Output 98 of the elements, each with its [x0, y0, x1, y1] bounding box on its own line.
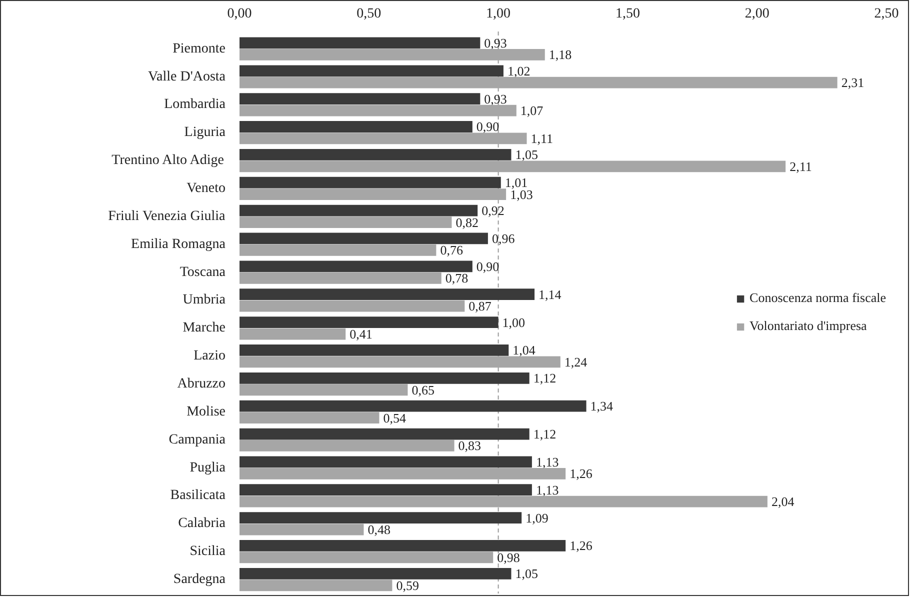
x-tick-label: 0,50	[356, 6, 382, 22]
data-label: 1,04	[512, 342, 536, 358]
data-label: 0,78	[445, 270, 468, 286]
x-tick-label: 0,00	[227, 6, 252, 22]
y-tick-label: Sardegna	[173, 572, 226, 588]
bar	[240, 232, 488, 244]
data-label: 1,13	[536, 482, 559, 498]
data-label: 0,92	[482, 203, 504, 218]
bar	[240, 580, 392, 592]
legend-label: Conoscenza norma fiscale	[750, 290, 886, 306]
data-label: 1,26	[570, 538, 593, 554]
data-label: 0,87	[468, 298, 492, 314]
data-label: 0,48	[368, 522, 390, 538]
bar	[240, 524, 364, 536]
bar	[240, 540, 566, 552]
y-tick-label: Basilicata	[170, 488, 226, 504]
data-label: 0,93	[484, 91, 507, 106]
x-tick-label: 1,50	[615, 6, 640, 22]
y-tick-label: Friuli Venezia Giulia	[108, 208, 226, 224]
data-label: 1,13	[536, 454, 559, 470]
data-label: 1,05	[515, 147, 538, 162]
y-tick-label: Piemonte	[172, 41, 226, 56]
y-tick-label: Sicilia	[190, 544, 226, 560]
bar	[240, 121, 472, 132]
data-label: 0,54	[383, 410, 406, 426]
bar	[240, 428, 530, 440]
data-label: 1,11	[530, 130, 554, 146]
bar	[240, 272, 442, 284]
bar	[240, 440, 454, 452]
bar	[240, 412, 380, 424]
data-label: 0,65	[412, 382, 434, 398]
data-label: 0,82	[456, 214, 478, 230]
data-label: 0,90	[476, 258, 500, 274]
bar	[240, 344, 509, 356]
data-label: 1,26	[570, 466, 593, 482]
bar	[240, 372, 530, 384]
data-label: 0,83	[458, 438, 482, 454]
data-label: 0,41	[350, 326, 372, 342]
bar	[240, 260, 472, 272]
data-label: 1,34	[590, 398, 614, 414]
bar	[240, 244, 436, 256]
data-label: 1,05	[515, 566, 538, 582]
data-label: 0,93	[484, 35, 507, 50]
bar	[240, 204, 478, 216]
y-tick-label: Valle D'Aosta	[148, 69, 226, 84]
bar	[240, 568, 512, 580]
bar	[240, 552, 494, 564]
y-tick-label: Calabria	[178, 516, 226, 532]
y-tick-label: Molise	[186, 404, 226, 420]
data-label: 1,14	[538, 286, 562, 302]
data-label: 2,11	[790, 158, 812, 174]
bar	[240, 400, 586, 412]
data-label: 2,04	[771, 494, 795, 510]
y-tick-label: Veneto	[186, 180, 226, 196]
y-tick-label: Lombardia	[164, 97, 226, 112]
y-tick-label: Puglia	[190, 460, 226, 476]
data-label: 1,00	[502, 314, 526, 330]
data-label: 1,01	[504, 175, 528, 190]
y-tick-label: Abruzzo	[177, 376, 226, 392]
y-tick-label: Umbria	[182, 292, 226, 308]
bar	[240, 65, 504, 77]
y-tick-label: Lazio	[194, 348, 226, 364]
y-tick-label: Toscana	[180, 264, 226, 280]
y-tick-label: Emilia Romagna	[131, 236, 226, 252]
data-label: 1,09	[526, 510, 548, 526]
data-label: 1,18	[548, 47, 572, 62]
data-label: 0,90	[476, 119, 500, 134]
bar	[240, 316, 498, 328]
data-label: 0,59	[396, 578, 419, 593]
data-label: 0,98	[497, 550, 520, 565]
data-label: 0,76	[440, 242, 464, 258]
bar	[240, 384, 408, 396]
data-label: 1,12	[533, 426, 556, 442]
bar	[240, 176, 501, 188]
bar	[240, 456, 532, 468]
data-label: 1,02	[507, 63, 530, 78]
y-tick-label: Trentino Alto Adige	[112, 153, 224, 168]
data-label: 0,96	[492, 230, 516, 246]
bar	[240, 216, 452, 228]
bar	[240, 328, 346, 340]
y-tick-label: Campania	[168, 432, 226, 448]
bar	[240, 93, 480, 105]
x-tick-label: 2,50	[874, 6, 899, 22]
bar	[240, 148, 512, 160]
y-tick-label: Marche	[182, 320, 226, 336]
data-label: 1,24	[564, 354, 588, 370]
x-tick-label: 2,00	[744, 6, 770, 22]
bar	[240, 300, 465, 312]
data-label: 1,07	[520, 103, 544, 118]
bar	[240, 37, 480, 49]
bar	[240, 484, 532, 496]
bar	[240, 512, 522, 524]
x-tick-label: 1,00	[486, 6, 511, 22]
bar	[240, 288, 535, 300]
y-tick-label: Liguria	[184, 125, 226, 140]
data-label: 2,31	[841, 75, 864, 90]
data-label: 1,12	[533, 370, 556, 386]
legend-label: Volontariato d'impresa	[750, 318, 867, 334]
